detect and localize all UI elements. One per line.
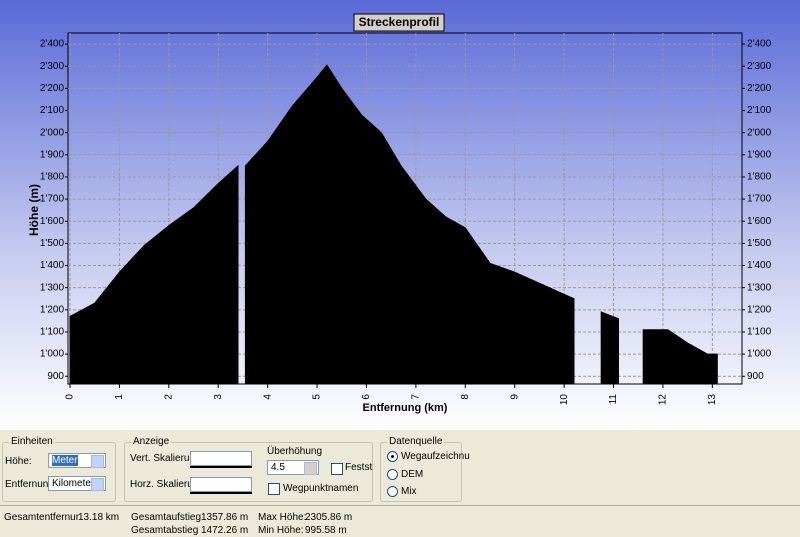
- dropdown[interactable]: Meter: [48, 453, 106, 468]
- y2-tick-label: 1'200: [747, 304, 772, 315]
- y-tick-label: 1'700: [40, 194, 65, 205]
- radio[interactable]: [387, 469, 398, 480]
- x-tick-label: 4: [262, 394, 273, 400]
- elevation-area: [69, 64, 718, 385]
- y-tick-label: 1'400: [40, 260, 65, 271]
- y2-tick-label: 1'000: [747, 349, 772, 360]
- label: Höhe:: [5, 456, 32, 467]
- x-tick-label: 9: [509, 394, 520, 400]
- dropdown-value: Kilometer: [52, 478, 95, 489]
- group-einheiten: Einheiten: [2, 436, 116, 502]
- spinbox-value: 4.5: [271, 462, 285, 473]
- status-value: 2305.86 m: [305, 512, 353, 523]
- status-value: 1472.26 m: [201, 525, 249, 536]
- y2-tick-label: 2'200: [747, 83, 772, 94]
- y-tick-label: 1'500: [40, 238, 65, 249]
- label: Horz. Skalieru: [130, 479, 193, 490]
- dropdown-button: [91, 478, 104, 491]
- status-label: Gesamtentfernur: [4, 512, 80, 523]
- checkbox[interactable]: [331, 463, 343, 475]
- y2-tick-label: 2'400: [747, 39, 772, 50]
- label: Festst: [345, 462, 373, 473]
- x-tick-label: 6: [361, 394, 372, 400]
- y2-tick-label: 2'000: [747, 127, 772, 138]
- title-box: [353, 13, 445, 32]
- spin-button: [304, 462, 317, 475]
- status-label: Gesamtabstieg: [131, 525, 199, 536]
- y-tick-label: 1'200: [40, 304, 65, 315]
- group-anzeige: Anzeige: [124, 436, 373, 502]
- x-tick-label: 7: [411, 394, 422, 400]
- group-title: Datenquelle: [387, 436, 445, 447]
- group-datenquelle: Datenquelle: [380, 436, 462, 502]
- spinbox[interactable]: 4.5: [267, 460, 319, 475]
- chart: Streckenprofil Höhe (m) Entfernung (km) …: [0, 0, 800, 430]
- label: Wegaufzeichnu: [401, 451, 470, 462]
- y-tick-label: 900: [47, 371, 64, 382]
- radio[interactable]: [387, 486, 398, 497]
- x-tick-label: 11: [608, 394, 619, 405]
- dropdown[interactable]: Kilometer: [48, 476, 106, 491]
- status-value: 1357.86 m: [201, 512, 249, 523]
- y2-tick-label: 1'900: [747, 149, 772, 160]
- x-tick-label: 3: [213, 394, 224, 400]
- y-tick-label: 1'000: [40, 349, 65, 360]
- separator: [0, 505, 800, 506]
- y-tick-label: 1'600: [40, 216, 65, 227]
- y2-tick-label: 900: [747, 371, 764, 382]
- x-tick-label: 12: [658, 394, 669, 406]
- x-tick-label: 1: [114, 394, 125, 400]
- status-label: Min Höhe:: [258, 525, 304, 536]
- label: Mix: [401, 486, 417, 497]
- y2-tick-label: 1'800: [747, 172, 772, 183]
- y2-tick-label: 1'500: [747, 238, 772, 249]
- y-tick-label: 2'000: [40, 127, 65, 138]
- y2-tick-label: 1'400: [747, 260, 772, 271]
- group-title: Anzeige: [131, 436, 172, 447]
- slider-track: [190, 466, 252, 468]
- dropdown-button: [91, 455, 104, 468]
- y2-tick-label: 1'600: [747, 216, 772, 227]
- y-tick-label: 2'100: [40, 105, 65, 116]
- y-tick-label: 2'300: [40, 61, 65, 72]
- y-axis-label: Höhe (m): [27, 184, 41, 236]
- y2-tick-label: 1'700: [747, 194, 772, 205]
- status-label: Gesamtaufstieg: [131, 512, 202, 523]
- x-tick-label: 8: [460, 394, 471, 400]
- group-title: Einheiten: [9, 436, 55, 447]
- x-axis-label: Entfernung (km): [363, 402, 448, 414]
- y2-tick-label: 2'300: [747, 61, 772, 72]
- y-tick-label: 2'400: [40, 39, 65, 50]
- label: Wegpunktnamen: [283, 483, 359, 494]
- y-tick-label: 2'200: [40, 83, 65, 94]
- y-tick-label: 1'800: [40, 172, 65, 183]
- label: Überhöhung: [267, 446, 323, 457]
- y-tick-label: 1'100: [40, 327, 65, 338]
- label: Vert. Skalieru: [130, 453, 190, 464]
- checkbox[interactable]: [268, 483, 280, 495]
- slider[interactable]: [190, 477, 252, 492]
- label: DEM: [401, 469, 424, 480]
- y2-tick-label: 1'300: [747, 282, 772, 293]
- y2-tick-label: 1'100: [747, 327, 772, 338]
- x-tick-label: 13: [707, 394, 718, 406]
- y2-tick-label: 2'100: [747, 105, 772, 116]
- slider[interactable]: [190, 451, 252, 466]
- status-value: 13.18 km: [78, 512, 120, 523]
- label: Entfernung:: [5, 479, 57, 490]
- status-label: Max Höhe:: [258, 512, 307, 523]
- x-tick-label: 10: [559, 394, 570, 406]
- x-tick-label: 5: [312, 394, 323, 400]
- slider-track: [190, 492, 252, 494]
- y-tick-label: 1'900: [40, 149, 65, 160]
- x-tick-label: 0: [65, 394, 76, 400]
- chart-title: Streckenprofil: [359, 15, 440, 29]
- status-value: 995.58 m: [305, 525, 347, 536]
- radio-selected[interactable]: [387, 451, 398, 462]
- x-tick-label: 2: [163, 394, 174, 400]
- dropdown-value: Meter: [52, 455, 78, 466]
- y-tick-label: 1'300: [40, 282, 65, 293]
